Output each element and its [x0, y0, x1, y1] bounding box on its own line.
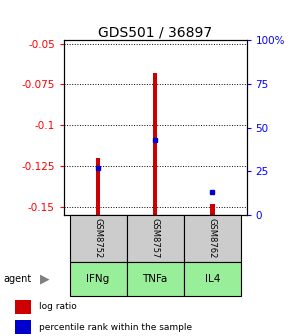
- Text: TNFa: TNFa: [142, 274, 168, 284]
- Bar: [184, 262, 241, 296]
- Bar: [127, 215, 184, 262]
- Text: percentile rank within the sample: percentile rank within the sample: [39, 323, 192, 332]
- Text: agent: agent: [3, 274, 31, 284]
- Bar: [96, 158, 100, 215]
- Title: GDS501 / 36897: GDS501 / 36897: [98, 25, 212, 39]
- Bar: [210, 204, 215, 215]
- Bar: [70, 215, 127, 262]
- Text: log ratio: log ratio: [39, 302, 77, 311]
- Bar: [184, 215, 241, 262]
- Bar: [127, 262, 184, 296]
- Text: IL4: IL4: [204, 274, 220, 284]
- Text: GSM8762: GSM8762: [208, 218, 217, 259]
- Text: GSM8757: GSM8757: [151, 218, 160, 259]
- Bar: [70, 262, 127, 296]
- Text: GSM8752: GSM8752: [94, 218, 103, 259]
- Bar: [14, 300, 31, 314]
- Bar: [14, 320, 31, 334]
- Text: IFNg: IFNg: [86, 274, 110, 284]
- Text: ▶: ▶: [40, 272, 50, 285]
- Bar: [153, 73, 157, 215]
